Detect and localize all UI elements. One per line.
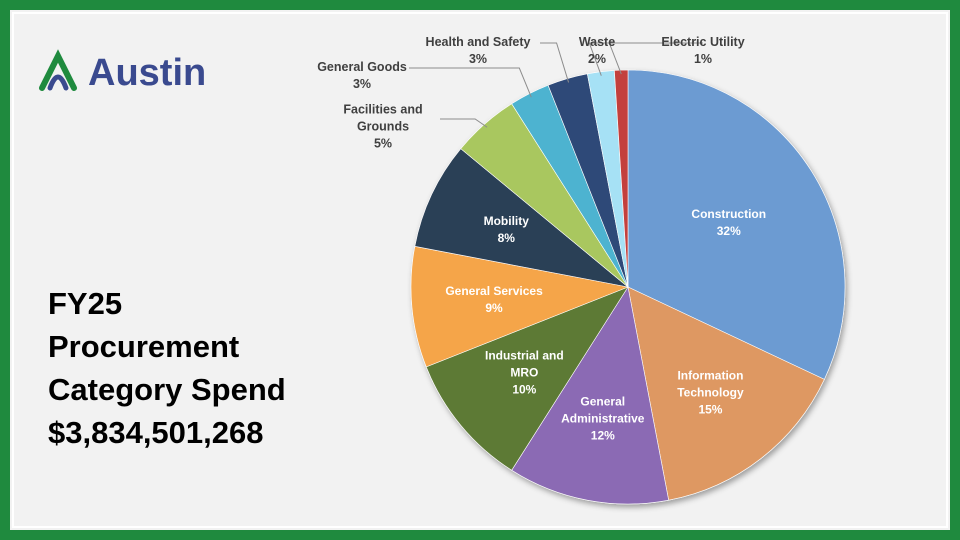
pie-slice xyxy=(410,245,630,368)
data-label: Construction 32% xyxy=(674,206,784,240)
value-label: 5% xyxy=(373,136,393,151)
value-label: 3% xyxy=(352,77,372,91)
pie-slice xyxy=(414,148,629,288)
value-label: 10% xyxy=(512,382,537,397)
chart-subtitle: $3,834,501,268 xyxy=(48,415,264,450)
data-label: General Administrative 12% xyxy=(548,394,658,445)
leader-line xyxy=(608,42,703,75)
logo-icon xyxy=(39,49,77,91)
value-label: 9% xyxy=(485,300,503,315)
category-label: General Administrative xyxy=(561,394,645,426)
value-label: 3% xyxy=(468,52,488,66)
category-label: General Goods xyxy=(317,60,407,74)
data-label: General Services 9% xyxy=(429,283,559,317)
pie-slice xyxy=(425,286,629,471)
category-label: Industrial and MRO xyxy=(484,348,564,380)
category-label: Mobility xyxy=(483,213,529,228)
category-label: General Services xyxy=(445,283,543,298)
chart-title: FY25 Procurement Category Spend xyxy=(48,286,286,407)
pie-slice xyxy=(614,69,629,288)
leader-line xyxy=(540,42,570,83)
data-label: Industrial and MRO 10% xyxy=(484,347,564,398)
value-label: 12% xyxy=(590,428,615,443)
data-label: General Goods 3% xyxy=(307,59,417,93)
data-label: Information Technology 15% xyxy=(660,368,760,419)
pie-slice xyxy=(627,69,846,380)
category-label: Electric Utility xyxy=(661,35,745,49)
value-label: 8% xyxy=(497,230,515,245)
category-label: Waste xyxy=(578,35,616,49)
logo-text: Austin xyxy=(88,52,207,94)
value-label: 1% xyxy=(693,52,713,66)
pie xyxy=(410,69,846,505)
leader-line xyxy=(440,118,488,128)
pie-slice xyxy=(511,286,670,505)
pie-slice xyxy=(627,286,825,501)
leaders xyxy=(409,42,703,128)
data-label: Mobility 8% xyxy=(466,213,546,247)
data-label: Health and Safety 3% xyxy=(408,34,548,68)
value-label: 2% xyxy=(587,52,607,66)
category-label: Facilities and Grounds xyxy=(343,102,423,134)
data-label: Waste 2% xyxy=(567,34,627,68)
data-label: Electric Utility 1% xyxy=(643,34,763,68)
data-label: Facilities and Grounds 5% xyxy=(318,102,448,153)
category-label: Health and Safety xyxy=(425,35,531,49)
leader-line xyxy=(409,67,532,98)
value-label: 32% xyxy=(716,224,741,239)
category-label: Construction xyxy=(691,207,767,222)
value-label: 15% xyxy=(698,402,723,417)
category-label: Information Technology xyxy=(677,368,744,400)
